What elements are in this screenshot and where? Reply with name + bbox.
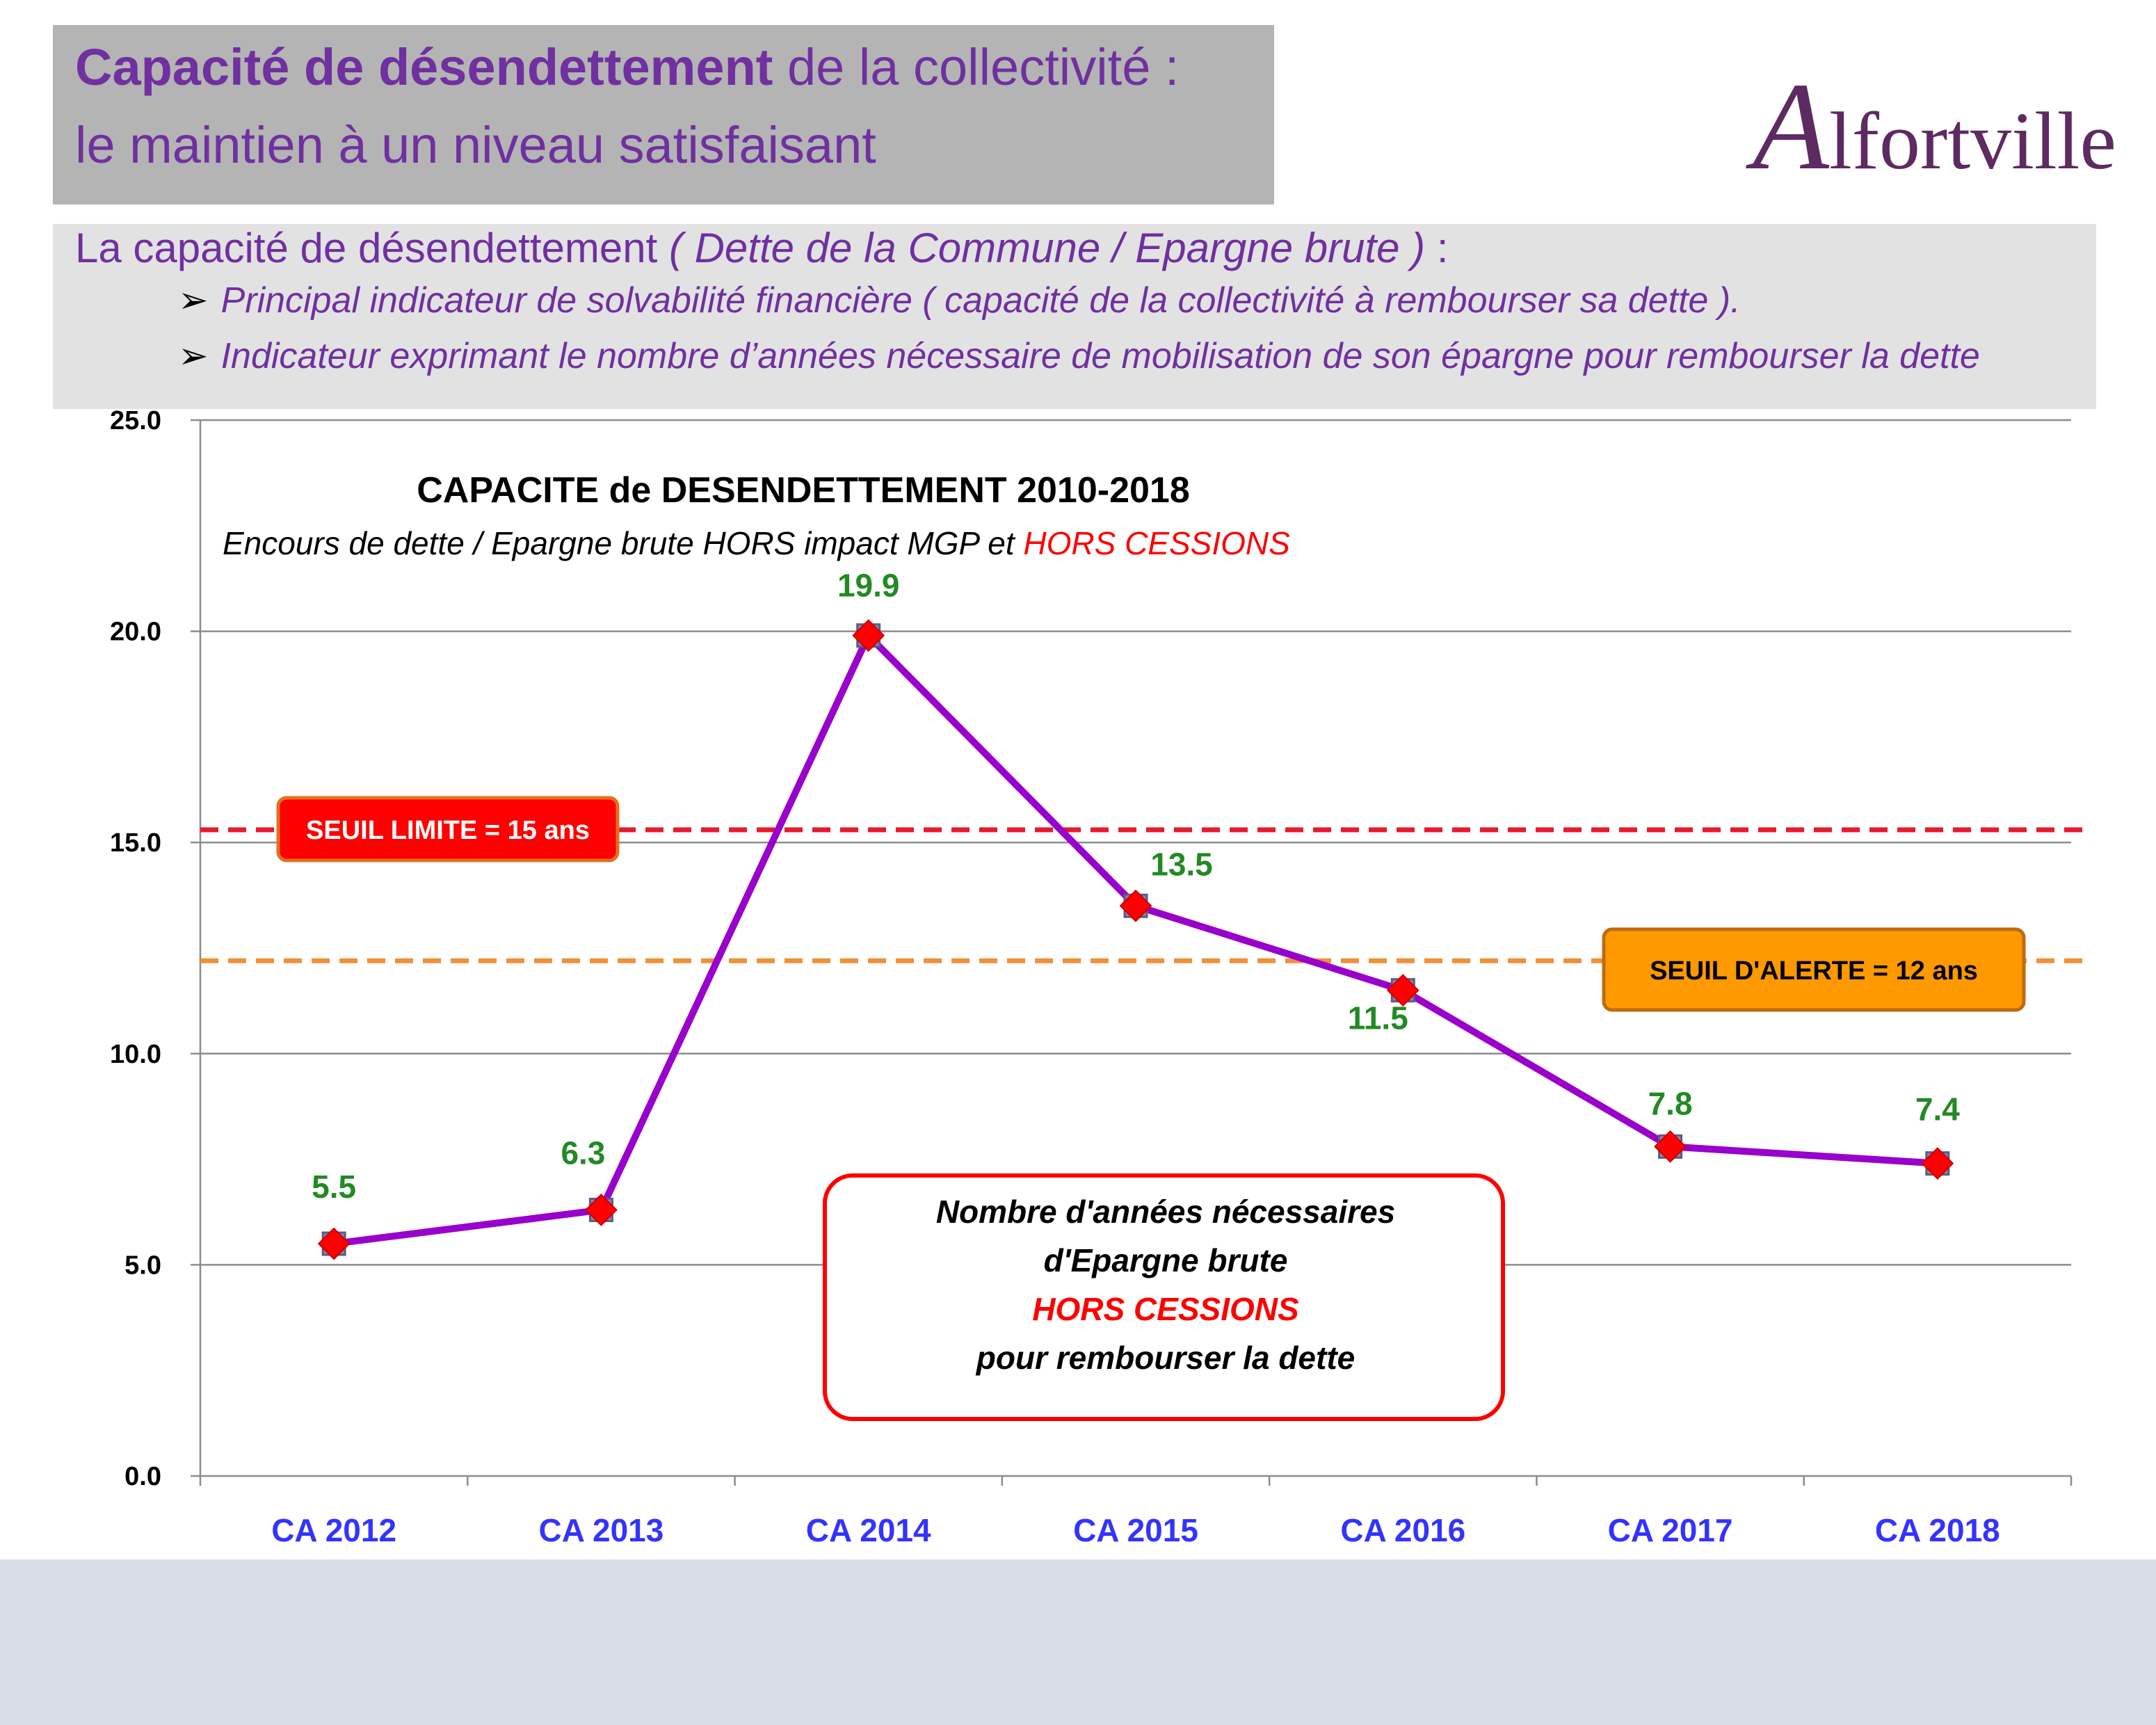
data-label: 6.3 (561, 1134, 605, 1171)
annotation-line: Nombre d'années nécessaires (936, 1194, 1395, 1230)
data-label: 11.5 (1348, 1000, 1408, 1036)
annotation-line: pour rembourser la dette (975, 1340, 1355, 1376)
page-subtitle: le maintien à un niveau satisfaisant (75, 116, 876, 174)
chart-subtitle-red: HORS CESSIONS (1023, 525, 1290, 561)
intro-heading-tail: : (1425, 225, 1449, 271)
data-point-marker (1654, 1130, 1687, 1163)
data-point-marker (317, 1227, 351, 1260)
data-point-marker (852, 619, 885, 652)
intro-bullet: ➢ Indicateur exprimant le nombre d’années… (178, 335, 1980, 377)
x-tick-label: CA 2012 (271, 1512, 396, 1548)
y-tick-label: 20.0 (110, 618, 161, 647)
chart-subtitle: Encours de dette / Epargne brute HORS im… (223, 525, 1290, 561)
x-tick-label: CA 2013 (538, 1512, 663, 1548)
axes: 0.0 5.0 10.0 15.0 20.0 25.0 CA 2012 CA 2013 CA 2… (110, 406, 2073, 1548)
intro-bullet: ➢ Principal indicateur de solvabilité fin… (178, 280, 1741, 321)
series-line (317, 619, 1954, 1260)
y-tick-label: 0.0 (124, 1462, 161, 1491)
page-title: Capacité de désendettement de la collect… (75, 38, 1179, 97)
threshold-lines: SEUIL LIMITE = 15 ans SEUIL D'ALERTE = 12… (200, 796, 2092, 1012)
data-labels: 5.5 6.3 19.9 13.5 11.5 7.8 7.4 (312, 568, 1960, 1205)
intro-heading-formula: ( Dette de la Commune / Epargne brute ) (668, 225, 1426, 271)
annotation-box: Nombre d'années nécessaires d'Epargne br… (823, 1173, 1505, 1421)
data-point-marker (1119, 889, 1152, 922)
threshold-label: SEUIL LIMITE = 15 ans (306, 816, 590, 845)
page-title-bold: Capacité de désendettement (75, 38, 773, 96)
chart-title: CAPACITE de DESENDETTEMENT 2010-2018 (417, 470, 1190, 511)
y-tick-label: 10.0 (110, 1040, 161, 1069)
intro-heading: La capacité de désendettement ( Dette de… (75, 224, 1449, 272)
intro-bullet-text: Indicateur exprimant le nombre d’années … (220, 336, 1980, 376)
annotation-line-red: HORS CESSIONS (1032, 1291, 1299, 1327)
x-tick-label: CA 2015 (1073, 1512, 1198, 1548)
intro-box: La capacité de désendettement ( Dette de… (53, 224, 2096, 409)
annotation-line: d'Epargne brute (1044, 1242, 1288, 1278)
data-label: 13.5 (1150, 846, 1213, 882)
threshold-badge (1602, 927, 2026, 1012)
data-point-marker (1386, 974, 1419, 1007)
data-point-marker (585, 1194, 618, 1226)
threshold-label: SEUIL D'ALERTE = 12 ans (1650, 956, 1978, 986)
arrowhead-bullet-icon: ➢ (178, 336, 209, 376)
chart-subtitle-plain: Encours de dette / Epargne brute HORS im… (223, 525, 1023, 561)
data-label: 19.9 (837, 568, 900, 604)
arrowhead-bullet-icon: ➢ (178, 280, 209, 321)
logo-initial: A (1753, 57, 1829, 195)
alfortville-logo: Alfortville (1753, 64, 2116, 189)
intro-heading-plain: La capacité de désendettement (75, 225, 669, 271)
data-label: 7.8 (1648, 1085, 1693, 1121)
y-tick-label: 25.0 (110, 406, 161, 435)
data-label: 5.5 (312, 1169, 356, 1205)
header-box: Capacité de désendettement de la collect… (53, 25, 1274, 204)
x-tick-label: CA 2017 (1608, 1512, 1733, 1548)
data-label: 7.4 (1915, 1091, 1960, 1128)
y-tick-label: 5.0 (124, 1251, 161, 1280)
page-title-rest: de la collectivité : (773, 38, 1180, 96)
data-point-marker (1921, 1147, 1954, 1180)
x-tick-label: CA 2016 (1340, 1512, 1465, 1548)
x-tick-label: CA 2014 (806, 1512, 931, 1548)
annotation-border (823, 1173, 1505, 1421)
logo-rest: lfortville (1828, 95, 2116, 186)
threshold-badge (276, 796, 620, 862)
intro-bullet-text: Principal indicateur de solvabilité fina… (220, 280, 1741, 321)
footer-band (0, 1559, 2156, 1725)
x-tick-label: CA 2018 (1875, 1512, 2000, 1548)
y-tick-label: 15.0 (110, 828, 161, 858)
